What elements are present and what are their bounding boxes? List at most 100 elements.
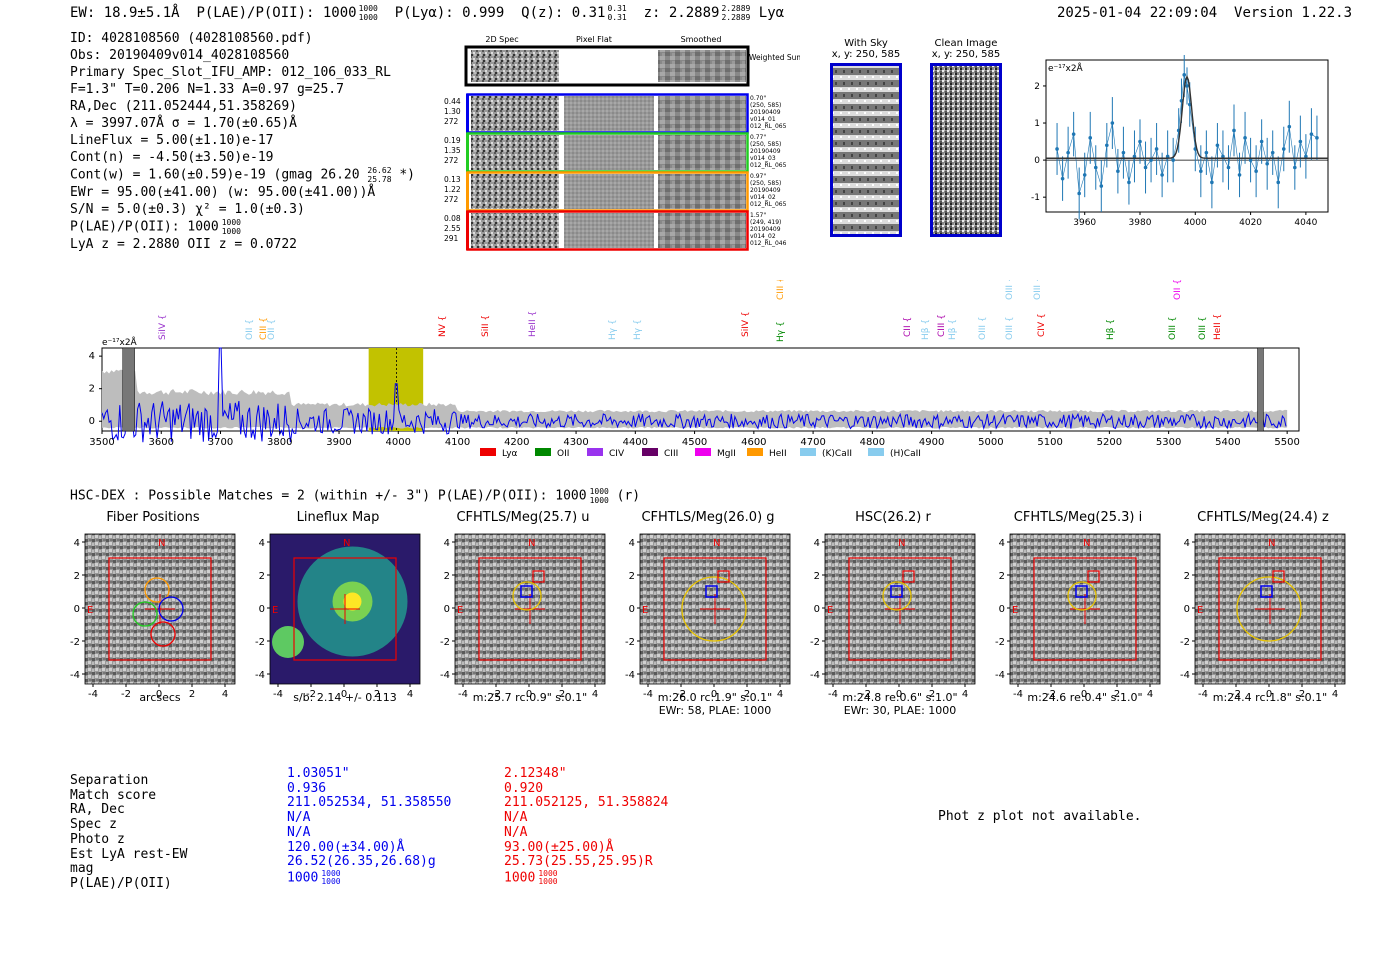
aperture-ellipse [1236,576,1302,642]
red-plae-lo: 1000 [538,876,558,886]
legend-swatch [800,448,816,456]
header-z-lo: 2.2889 [721,13,751,22]
legend-swatch [695,448,711,456]
spectrum-line-label: OII { [267,319,277,340]
spectrum-xtick-label: 4600 [741,437,766,448]
legend-label: OII [557,449,569,459]
info-fit-params: F=1.3" T=0.206 N=1.33 A=0.97 g=25.7 [70,82,344,97]
cutout-xtick-label: 2 [189,689,195,700]
spectrum-xtick-label: 4200 [504,437,529,448]
fiber-info: (250, 585) [750,141,781,148]
cutout-north-label: N [898,538,905,549]
label-lya-ew: Est LyA rest-EW [70,846,188,862]
cutout-xtick-label: 0 [711,689,717,700]
spectrum-xtick-label: 4700 [800,437,825,448]
fiber-info: 012_RL_065 [750,162,787,169]
cutout-xtick-label: 0 [156,689,162,700]
legend-swatch [642,448,658,456]
detection-info: ID: 4028108560 (4028108560.pdf) Obs: 201… [70,30,415,253]
cutout-xtick-label: 2 [374,689,380,700]
zoom-xtick-label: 3980 [1129,218,1152,228]
cutout-xtick-label: -4 [458,689,468,700]
header-version: Version 1.22.3 [1234,5,1353,21]
cutout-frame [269,533,421,685]
spectrum-xtick-label: 3500 [89,437,114,448]
label-radec: RA, Dec [70,802,125,818]
spectrum-line-label: Hβ { [1106,319,1116,340]
blue-radec: 211.052534, 51.358550 [287,795,452,811]
cutout-xtick-label: 4 [962,689,968,700]
red-match-score: 0.920 [504,780,544,796]
cutout-xtick-label: 0 [1081,689,1087,700]
spectrum-line-label: OIII { [978,316,988,340]
zoom-ytick-label: -1 [1031,193,1040,203]
spectrum-line-label: HeII { [528,311,538,337]
fiber-info: 012_RL_046 [750,240,787,247]
fiber-info: (250, 585) [750,102,781,109]
cutout-ytick-label: 2 [74,571,80,582]
cutout-north-label: N [343,538,350,549]
fiber-info: 0.70" [750,95,766,102]
legend-label: (H)CaII [890,449,921,459]
fiber-row-marker [466,211,469,250]
spectrum-xtick-label: 4900 [919,437,944,448]
match-box-red [902,570,915,583]
spectrum-xtick-label: 4300 [563,437,588,448]
clean-image-label: Clean Image [934,38,998,49]
fiber-info: (250, 585) [750,180,781,187]
cutout-ytick-label: -4 [810,670,820,681]
zoom-xtick-label: 3960 [1073,218,1096,228]
fiber-dist: 1.30 [444,107,461,116]
spectrum-xtick-label: 5200 [1097,437,1122,448]
fiber-smoothed [658,96,746,131]
zoom-point [1055,147,1059,151]
fiber-n: 272 [444,117,459,126]
label-mag: mag [70,861,94,877]
fiber-info: 20190409 [750,109,781,116]
cutout-east-label: E [457,605,463,616]
cutout-image: N E 4 2 0 -2 -4 -4 -2 0 2 4 [1180,533,1346,700]
blue-plae-hi: 1000 [321,868,341,878]
zoom-fit-line [1046,74,1328,159]
fiber-info: 0.97" [750,173,766,180]
legend-swatch [480,448,496,456]
hsc-plae-hi: 1000 [589,487,609,496]
cutout-search-box [108,557,212,661]
info-gmag-lo: 25.78 [367,175,392,184]
fiber-n: 272 [444,195,459,204]
fiber-circle [158,596,184,622]
cutout-title: CFHTLS/Meg(25.7) u [456,510,590,525]
match-box-red [1272,570,1285,583]
cutout-title: Lineflux Map [296,510,380,525]
spectrum-line-label: CII { [903,317,913,337]
fiber-circle [132,601,158,627]
cutout-frame [1009,533,1161,685]
weighted-sum-label: Weighted Sum [749,53,800,62]
header-z-hi: 2.2889 [721,4,751,13]
spectrum-xtick-label: 4100 [445,437,470,448]
spectrum-line-label: NV { [438,316,448,337]
fiber-info: 012_RL_065 [750,123,787,130]
cutout-ytick-label: 4 [1184,538,1190,549]
full-spectrum-chart: SiIV {OII {CIII {OII {NV {SiII {HeII {Hγ… [89,280,1300,459]
fiber-circle [150,621,176,647]
aperture-ellipse [681,576,747,642]
cutout-image: N E 4 2 0 -2 -4 -4 -2 0 2 4 [995,533,1161,700]
spectrum-line-label: OIII { [1005,280,1015,300]
cutout-xtick-label: -4 [1013,689,1023,700]
legend-swatch [868,448,884,456]
cutout-ytick-label: 0 [259,604,265,615]
cutout-image: N E 4 2 0 -2 -4 -4 -2 0 2 4 [810,533,976,700]
cutout-search-box [478,557,582,661]
cutout-panel: HSC(26.2) r N E 4 2 0 -2 -4 -4 -2 0 2 4 m:24.8 re:0.6… [790,510,980,717]
aperture-ellipse [1067,581,1097,611]
col-title-smoothed: Smoothed [681,35,722,44]
cutout-image: N E 4 2 0 -2 -4 -4 -2 0 2 4 [70,533,236,700]
fiber-circle [144,577,170,603]
cutout-xtick-label: 4 [407,689,413,700]
cutout-xtick-label: -4 [88,689,98,700]
spectrum-xtick-label: 5000 [978,437,1003,448]
